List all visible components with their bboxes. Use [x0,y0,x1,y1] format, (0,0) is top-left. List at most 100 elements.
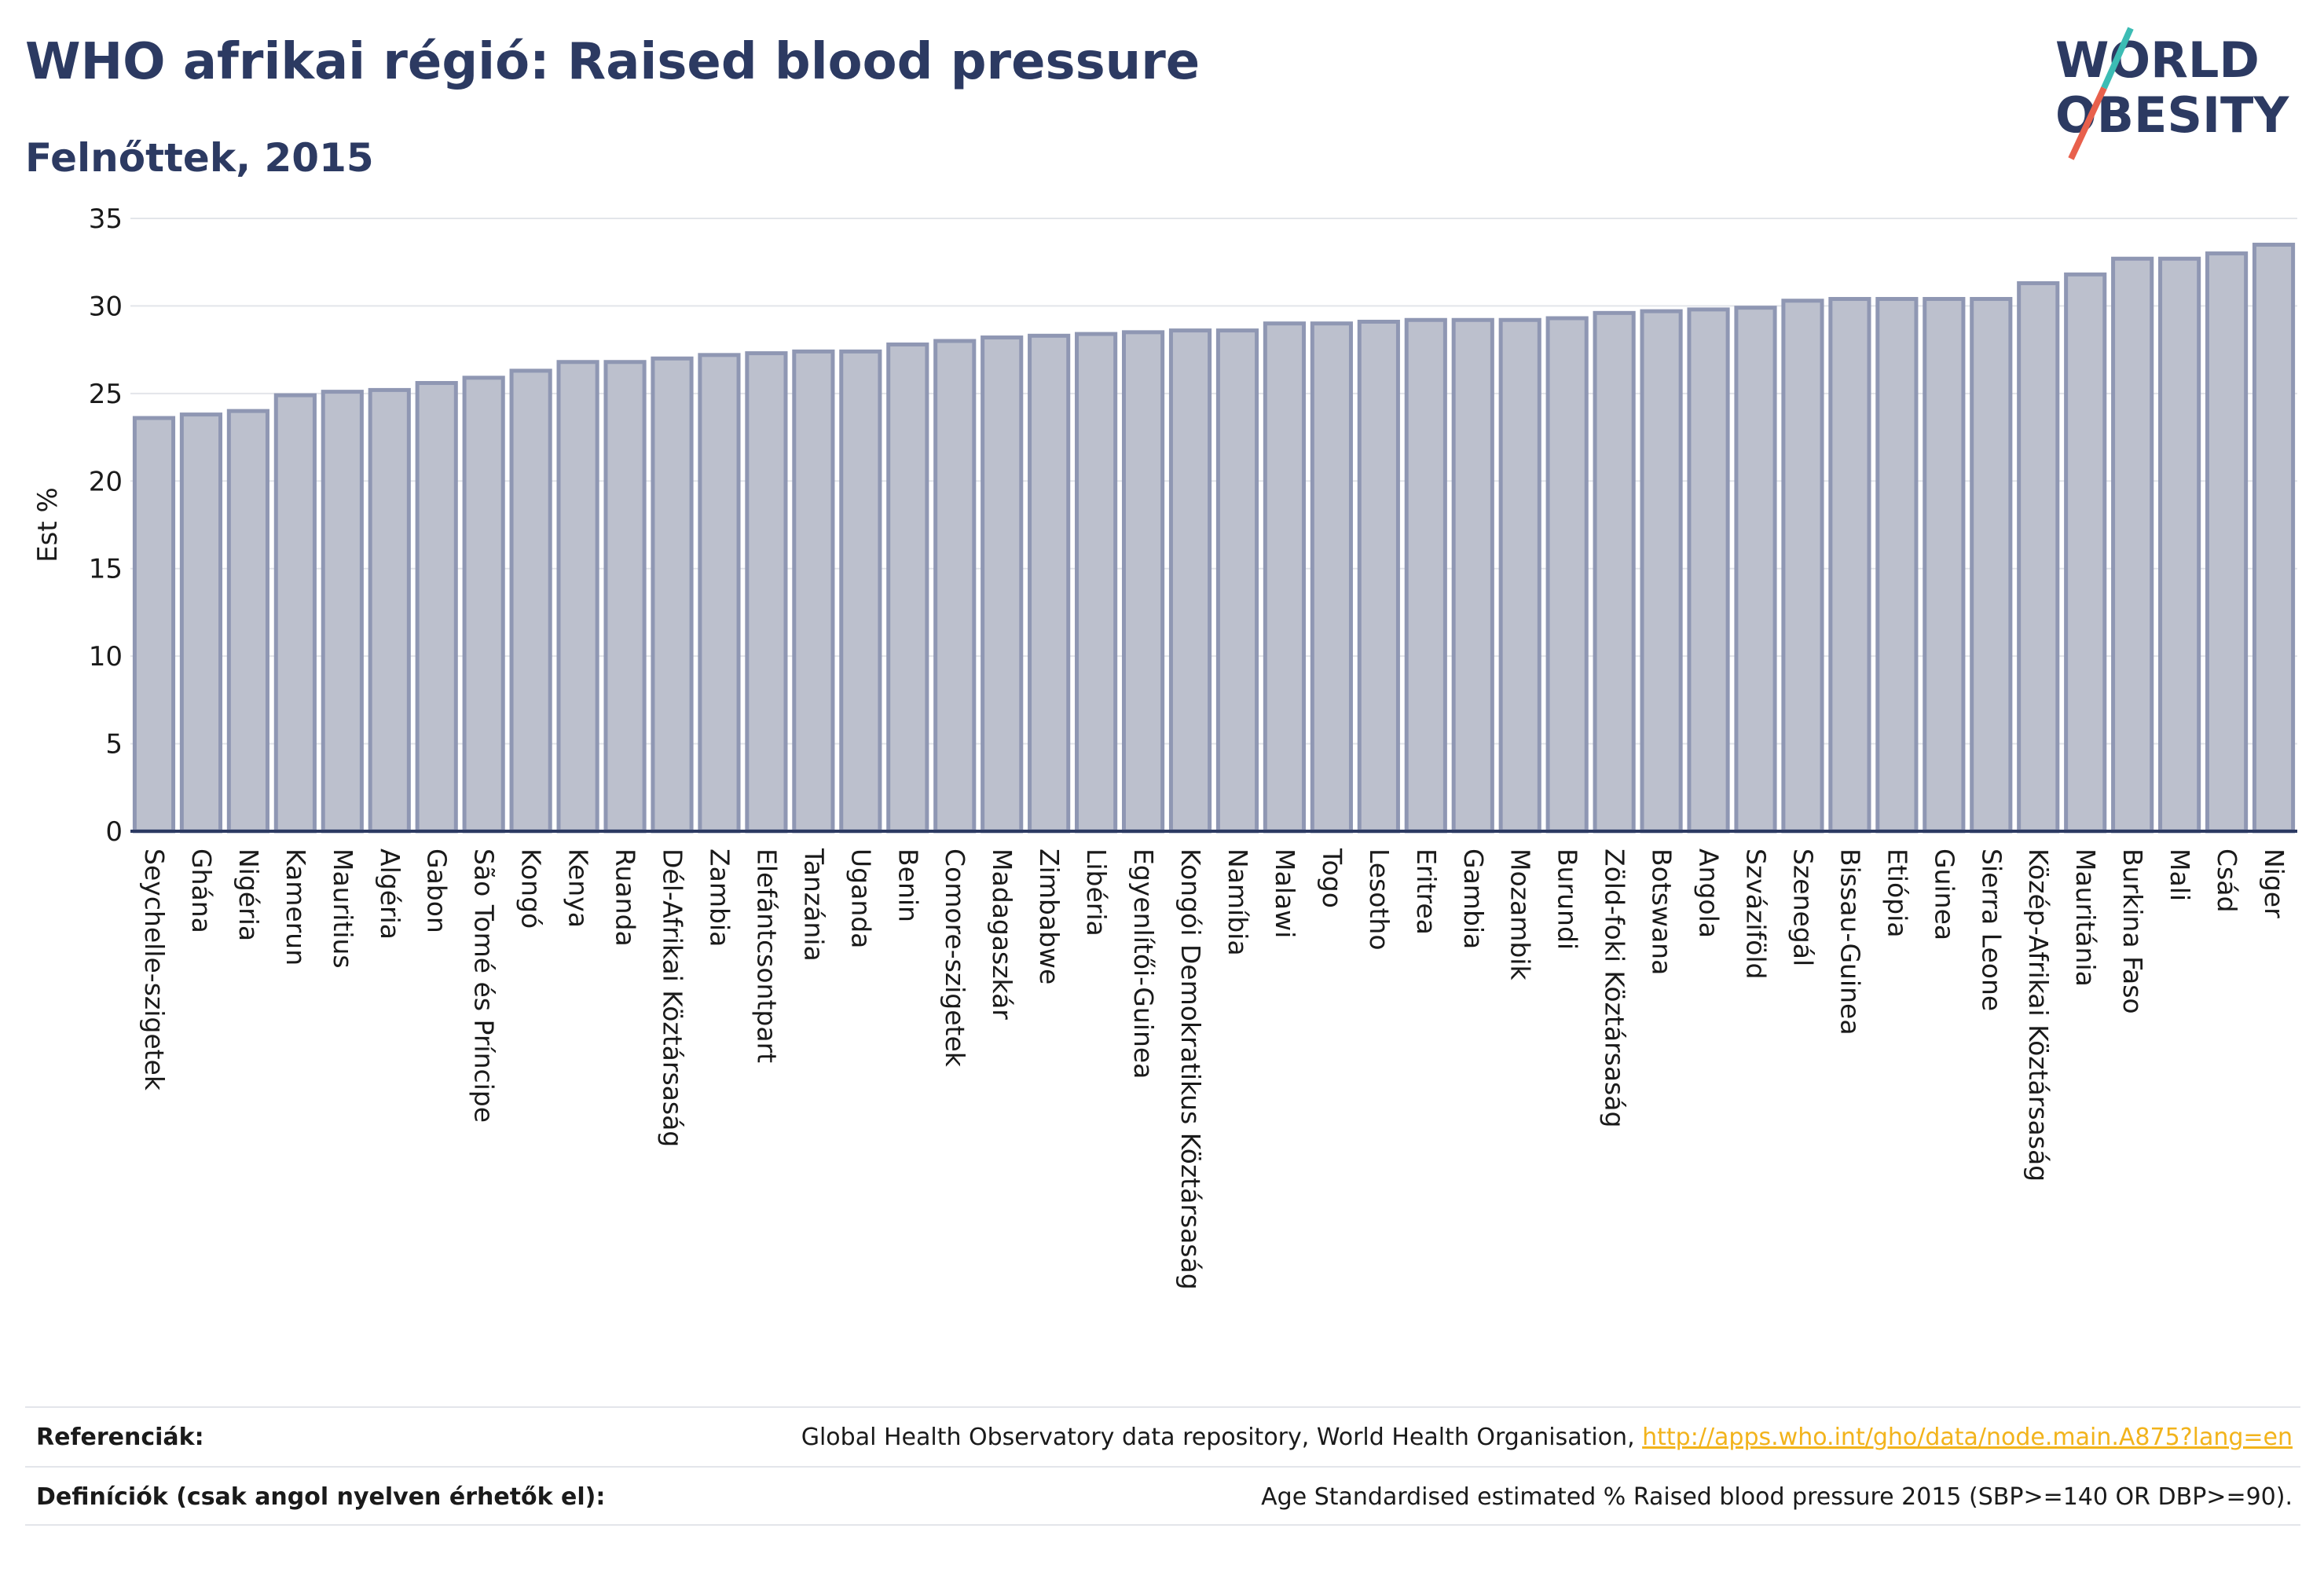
x-category-label: Lesotho [1364,848,1395,951]
bar[interactable] [2158,256,2201,834]
x-category-label: Egyenlítői-Guinea [1128,848,1159,1079]
bar[interactable] [981,335,1024,834]
x-category-label: Togo [1317,848,1347,908]
x-category-label: Etiópia [1882,848,1912,938]
x-category-label: Mauritius [328,848,358,969]
x-category-label: Dél-Afrikai Köztársaság [658,848,688,1147]
bar[interactable] [2017,280,2060,834]
world-obesity-logo: WORLD OBESITY [2055,27,2289,160]
x-category-label: Burundi [1552,848,1583,950]
bar[interactable] [1593,310,1636,834]
logo-line1: WORLD [2055,31,2260,89]
bar[interactable] [556,360,599,834]
x-category-label: Benin [893,848,923,922]
bar[interactable] [651,356,694,834]
bar[interactable] [1545,316,1589,834]
x-category-label: Burkina Faso [2117,848,2148,1014]
bar[interactable] [1498,317,1541,834]
bar[interactable] [1875,297,1919,834]
x-category-label: Tanzánia [798,848,829,962]
bar[interactable] [321,390,364,834]
references-label: Referenciák: [36,1424,204,1451]
bar[interactable] [462,376,505,834]
bar[interactable] [603,360,647,834]
bar[interactable] [1310,321,1353,834]
bar[interactable] [1970,297,2013,834]
bar[interactable] [1215,328,1259,834]
bar[interactable] [132,416,176,834]
bar[interactable] [1781,299,1824,834]
x-category-label: Kenya [563,848,594,928]
x-category-label: Comore-szigetek [940,848,970,1068]
bar[interactable] [1640,309,1683,834]
x-category-label: Gambia [1458,848,1489,949]
bar[interactable] [368,387,411,834]
x-category-label: Zambia [704,848,735,947]
references-link[interactable]: http://apps.who.int/gho/data/node.main.A… [1642,1424,2293,1451]
y-tick-label: 15 [89,554,123,585]
bar[interactable] [415,380,458,834]
bar[interactable] [273,393,317,834]
bar[interactable] [933,339,977,834]
x-category-label: São Tomé és Príncipe [469,848,500,1123]
x-category-label: Szváziföld [1741,848,1772,979]
x-category-label: Ghána [186,848,217,933]
bar[interactable] [2064,272,2107,834]
bar[interactable] [1075,332,1118,834]
references-value: Global Health Observatory data repositor… [801,1424,2293,1451]
x-category-label: Kamerun [280,848,311,966]
x-category-label: Csád [2212,848,2242,912]
bar[interactable] [1734,306,1777,834]
x-category-label: Bissau-Guinea [1835,848,1865,1035]
x-category-label: Zimbabwe [1034,848,1065,984]
bar[interactable] [1357,319,1400,834]
logo-slash-teal [2101,27,2134,90]
x-category-label: Mozambik [1505,848,1536,980]
bar[interactable] [1263,321,1307,834]
y-tick-label: 5 [105,729,123,761]
bar[interactable] [1828,297,1871,834]
bar[interactable] [698,353,741,834]
x-category-label: Niger [2259,848,2289,918]
bar[interactable] [2252,242,2296,834]
bar-chart: 0 5 10 15 20 25 30 35 Seychelle-szigetek Ghána Ni… [32,203,2297,1290]
bar[interactable] [792,349,835,834]
bar[interactable] [1168,328,1212,834]
x-category-label: Mali [2165,848,2195,901]
x-category-label: Nigéria [233,848,264,941]
x-category-label: Algéria [375,848,405,940]
references-row: Referenciák: Global Health Observatory d… [25,1406,2300,1466]
bar[interactable] [509,368,552,834]
y-tick-label: 35 [89,203,123,235]
references-text: Global Health Observatory data repositor… [801,1424,1643,1451]
y-tick-label: 10 [89,641,123,673]
bar[interactable] [839,349,882,834]
y-axis-label: Est % [32,487,64,563]
bar[interactable] [886,342,929,834]
bar[interactable] [2111,256,2154,834]
x-category-label: Zöld-foki Köztársaság [1600,848,1630,1127]
y-axis-ticks: 0 5 10 15 20 25 30 35 [89,203,123,848]
x-category-label: Gabon [422,848,453,933]
x-category-label: Malawi [1270,848,1300,938]
bar[interactable] [1404,317,1447,834]
x-category-label: Szenegál [1787,848,1818,966]
bar[interactable] [1923,297,1966,834]
x-category-label: Namíbia [1222,848,1253,956]
bar[interactable] [1121,330,1165,834]
bar[interactable] [1687,307,1730,834]
bar[interactable] [1451,317,1494,834]
bar[interactable] [179,412,223,834]
x-category-label: Seychelle-szigetek [139,848,170,1091]
x-category-label: Eritrea [1411,848,1442,935]
chart-title: WHO afrikai régió: Raised blood pressure [25,33,1200,91]
x-category-label: Sierra Leone [1976,848,2007,1011]
x-category-label: Libéria [1081,848,1112,936]
x-category-label: Ruanda [610,848,641,947]
bar[interactable] [1028,333,1071,834]
y-tick-label: 20 [89,466,123,497]
logo-slash-red [2068,86,2107,160]
bar[interactable] [745,351,788,834]
bar[interactable] [226,409,269,834]
bar[interactable] [2205,251,2249,834]
